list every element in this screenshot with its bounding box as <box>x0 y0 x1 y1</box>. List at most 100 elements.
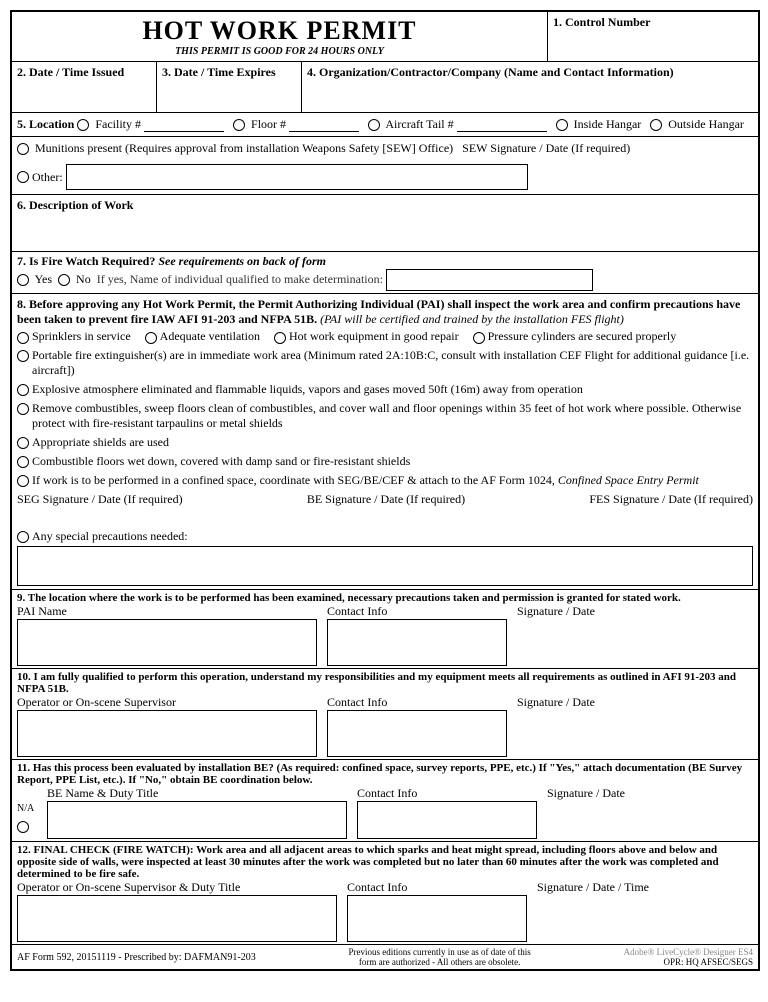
s12-op-input[interactable] <box>17 895 337 942</box>
other-input[interactable] <box>66 164 528 190</box>
footer-left: AF Form 592, 20151119 - Prescribed by: D… <box>17 952 256 963</box>
be-sig: BE Signature / Date (If required) <box>307 492 465 507</box>
aircraft-radio[interactable] <box>368 119 380 131</box>
s11-sig: Signature / Date <box>547 786 753 801</box>
aircraft-label: Aircraft Tail # <box>385 117 453 131</box>
facility-label: Facility # <box>95 117 141 131</box>
fire-yes-radio[interactable] <box>17 274 29 286</box>
c1-radio[interactable] <box>17 332 29 344</box>
s10-sig: Signature / Date <box>517 695 753 710</box>
munitions-row: Munitions present (Requires approval fro… <box>12 137 758 160</box>
c10b: Confined Space Entry Permit <box>558 473 699 487</box>
form-subtitle: THIS PERMIT IS GOOD FOR 24 HOURS ONLY <box>12 46 547 57</box>
special-row: Any special precautions needed: <box>12 527 758 546</box>
s11: 11. Has this process been evaluated by i… <box>12 760 758 842</box>
s9-contact-input[interactable] <box>327 619 507 666</box>
floor-radio[interactable] <box>233 119 245 131</box>
s11-be-input[interactable] <box>47 801 347 839</box>
control-number-label: 1. Control Number <box>548 12 758 61</box>
s8-c5-row: Portable fire extinguisher(s) are in imm… <box>12 346 758 380</box>
special-box-wrap <box>12 546 758 590</box>
fire-no: No <box>76 272 91 286</box>
c7-radio[interactable] <box>17 403 29 415</box>
c4-radio[interactable] <box>473 332 485 344</box>
fire-watch-section: 7. Is Fire Watch Required? See requireme… <box>12 252 758 294</box>
footer-r1: Adobe® LiveCycle® Designer ES4 <box>624 947 753 957</box>
c5: Portable fire extinguisher(s) are in imm… <box>32 348 753 378</box>
s11-text: 11. Has this process been evaluated by i… <box>17 762 753 786</box>
facility-input[interactable] <box>144 117 224 132</box>
s9-text: 9. The location where the work is to be … <box>17 592 753 604</box>
c9-radio[interactable] <box>17 456 29 468</box>
org-label: 4. Organization/Contractor/Company (Name… <box>302 62 758 112</box>
outside-label: Outside Hangar <box>668 117 744 131</box>
aircraft-input[interactable] <box>457 117 547 132</box>
c9: Combustible floors wet down, covered wit… <box>32 454 410 469</box>
footer-r2: OPR: HQ AFSEC/SEGS <box>624 957 753 967</box>
s9: 9. The location where the work is to be … <box>12 590 758 669</box>
munitions-radio[interactable] <box>17 143 29 155</box>
s12-text: 12. FINAL CHECK (FIRE WATCH): Work area … <box>17 844 753 880</box>
s8-row1: Sprinklers in service Adequate ventilati… <box>12 327 758 346</box>
s12: 12. FINAL CHECK (FIRE WATCH): Work area … <box>12 842 758 945</box>
c2: Adequate ventilation <box>160 329 260 343</box>
facility-radio[interactable] <box>77 119 89 131</box>
s11-contact-input[interactable] <box>357 801 537 839</box>
s12-sig: Signature / Date / Time <box>537 880 753 895</box>
fire-no-radio[interactable] <box>58 274 70 286</box>
c2-radio[interactable] <box>145 332 157 344</box>
fire-ifyes: If yes, Name of individual qualified to … <box>97 272 383 286</box>
s10-op: Operator or On-scene Supervisor <box>17 695 317 710</box>
s8-intro: 8. Before approving any Hot Work Permit,… <box>12 294 758 327</box>
other-row: Other: <box>12 160 758 195</box>
c10a: If work is to be performed in a confined… <box>32 473 555 487</box>
fire-note: See requirements on back of form <box>158 254 326 268</box>
s8-intro2: (PAI will be certified and trained by th… <box>320 312 624 326</box>
c1: Sprinklers in service <box>32 329 131 343</box>
s11-contact: Contact Info <box>357 786 537 801</box>
hot-work-permit-form: HOT WORK PERMIT THIS PERMIT IS GOOD FOR … <box>10 10 760 971</box>
s10-contact-input[interactable] <box>327 710 507 757</box>
location-label: 5. Location <box>17 117 74 131</box>
c3-radio[interactable] <box>274 332 286 344</box>
floor-input[interactable] <box>289 117 359 132</box>
s8-c8-row: Appropriate shields are used <box>12 433 758 452</box>
s10-text: 10. I am fully qualified to perform this… <box>17 671 753 695</box>
c4: Pressure cylinders are secured properly <box>488 329 677 343</box>
seg-sig: SEG Signature / Date (If required) <box>17 492 183 507</box>
inside-radio[interactable] <box>556 119 568 131</box>
footer-c2: form are authorized - All others are obs… <box>349 957 531 967</box>
s10-contact: Contact Info <box>327 695 507 710</box>
s8-c10-row: If work is to be performed in a confined… <box>12 471 758 490</box>
description-label: 6. Description of Work <box>12 195 758 252</box>
munitions-label: Munitions present (Requires approval fro… <box>35 141 453 155</box>
special-label: Any special precautions needed: <box>32 529 188 544</box>
outside-radio[interactable] <box>650 119 662 131</box>
c10-radio[interactable] <box>17 475 29 487</box>
c8-radio[interactable] <box>17 437 29 449</box>
row-dates: 2. Date / Time Issued 3. Date / Time Exp… <box>12 62 758 113</box>
s8-c7-row: Remove combustibles, sweep floors clean … <box>12 399 758 433</box>
s12-contact-input[interactable] <box>347 895 527 942</box>
inside-label: Inside Hangar <box>574 117 642 131</box>
s11-be: BE Name & Duty Title <box>47 786 347 801</box>
footer-c1: Previous editions currently in use as of… <box>349 947 531 957</box>
c6-radio[interactable] <box>17 384 29 396</box>
fire-name-input[interactable] <box>386 269 593 291</box>
c5-radio[interactable] <box>17 350 29 362</box>
other-radio[interactable] <box>17 171 29 183</box>
s10-op-input[interactable] <box>17 710 317 757</box>
special-input[interactable] <box>17 546 753 586</box>
floor-label: Floor # <box>251 117 286 131</box>
s9-pai-input[interactable] <box>17 619 317 666</box>
date-issued-label: 2. Date / Time Issued <box>12 62 157 112</box>
special-radio[interactable] <box>17 531 29 543</box>
s11-na-radio[interactable] <box>17 821 29 833</box>
c8: Appropriate shields are used <box>32 435 169 450</box>
form-title: HOT WORK PERMIT <box>12 16 547 46</box>
s9-contact: Contact Info <box>327 604 507 619</box>
location-section: 5. Location Facility # Floor # Aircraft … <box>12 113 758 137</box>
s12-op: Operator or On-scene Supervisor & Duty T… <box>17 880 337 895</box>
c6: Explosive atmosphere eliminated and flam… <box>32 382 583 397</box>
s8-c9-row: Combustible floors wet down, covered wit… <box>12 452 758 471</box>
